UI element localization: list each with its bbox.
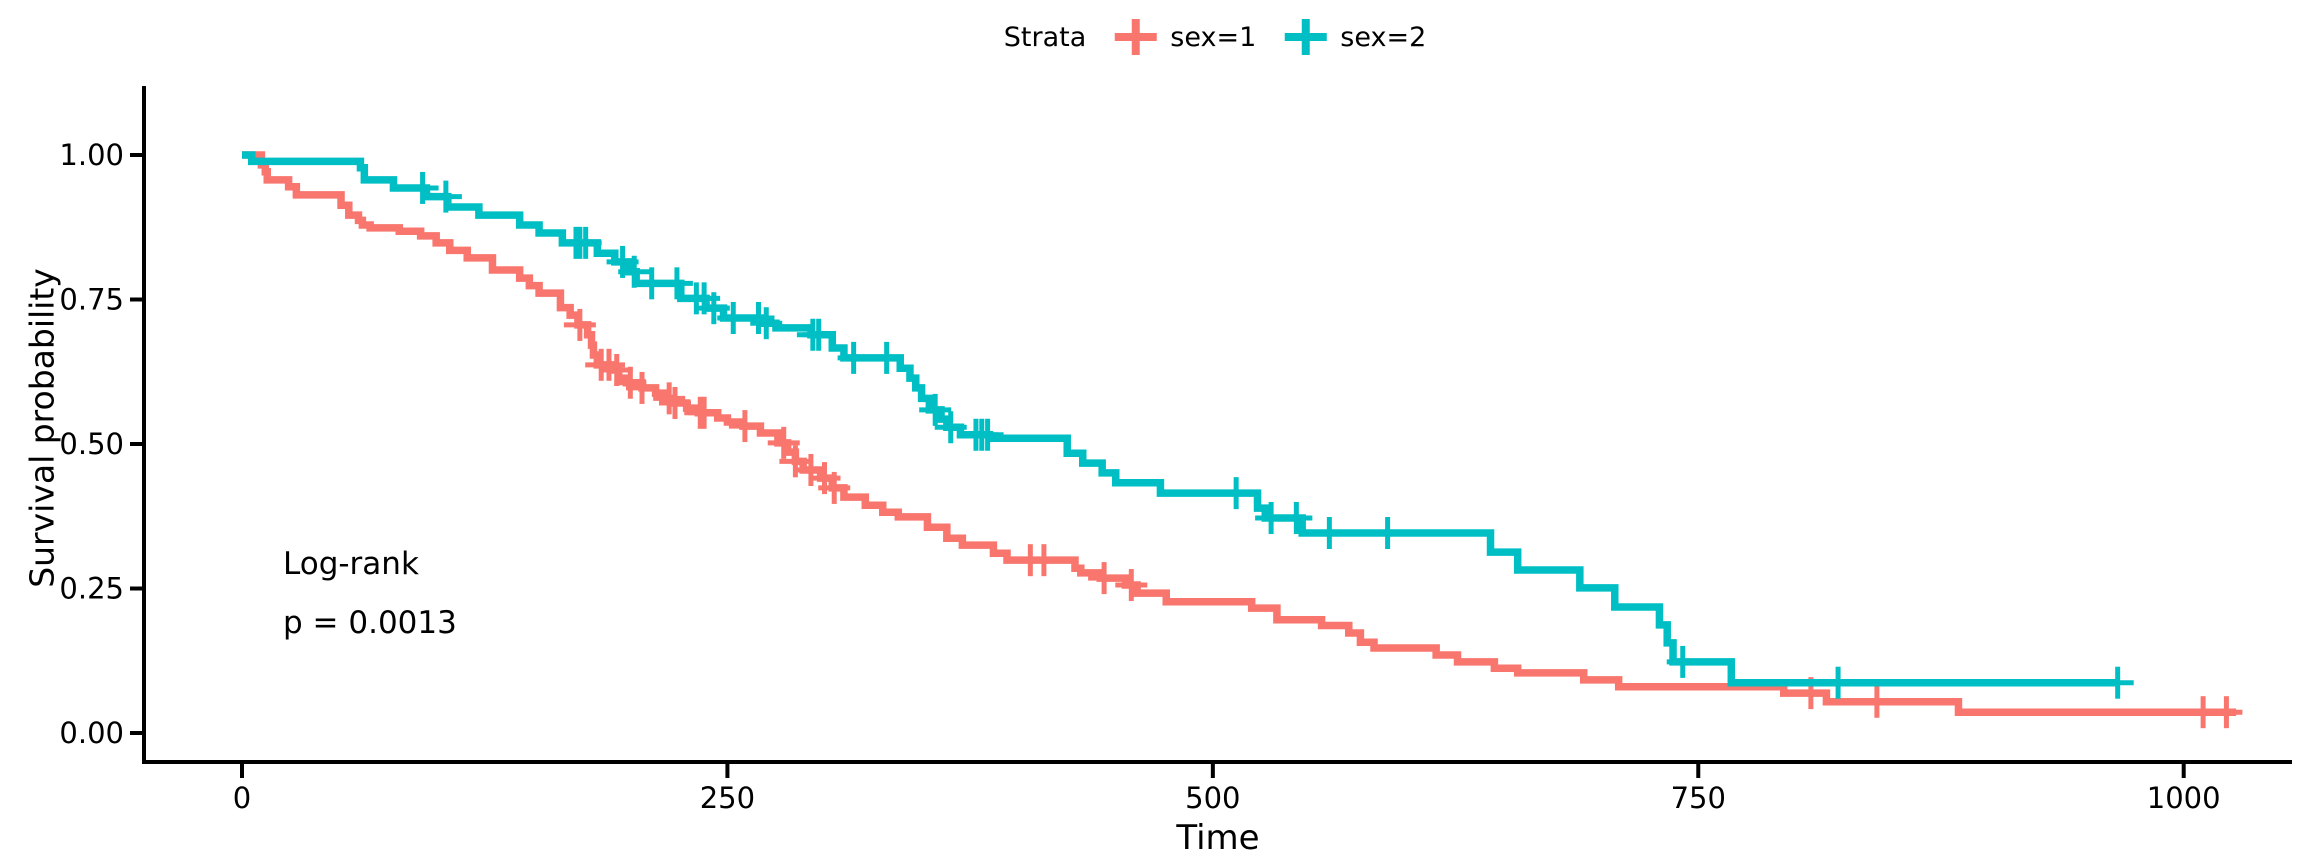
censor-plus-icon-sex1 [1114,19,1157,55]
survival-curve-sex=2 [242,151,2118,687]
logrank-label: Log-rank [283,546,419,582]
x-tick-label: 0 [233,781,251,815]
axes: 0 250 500 750 1000 0.00 0.25 0.50 0.75 1.00 [59,86,2292,815]
censor-marks-sex=1 [563,308,2243,729]
y-tick-label: 0.00 [59,716,124,750]
x-tick-label: 750 [1671,781,1726,815]
logrank-pvalue: p = 0.0013 [283,605,457,641]
legend: Strata sex=1 sex=2 [1004,16,1426,58]
censor-marks-sex=2 [406,171,2134,699]
x-tick-label: 500 [1185,781,1240,815]
x-tick-label: 1000 [2147,781,2221,815]
legend-title: Strata [1003,21,1087,53]
y-axis-title: Survival probability [22,268,62,588]
series-sex=2 [242,151,2134,699]
y-tick-label: 0.25 [59,572,124,606]
x-axis-title: Time [1176,818,1260,858]
y-tick-label: 0.50 [59,427,124,461]
censor-plus-icon-sex2 [1284,19,1327,55]
x-tick-label: 250 [700,781,755,815]
survival-curve-sex=1 [242,151,2237,716]
legend-item-sex1: sex=1 [1112,16,1256,58]
legend-item-label-sex1: sex=1 [1170,21,1257,53]
legend-item-sex2: sex=2 [1282,16,1426,58]
series-sex=1 [242,151,2243,729]
y-tick-label: 0.75 [59,283,124,317]
y-tick-label: 1.00 [59,138,124,172]
legend-item-label-sex2: sex=2 [1340,21,1427,53]
logrank-annotation: Log-rank p = 0.0013 [283,535,457,653]
